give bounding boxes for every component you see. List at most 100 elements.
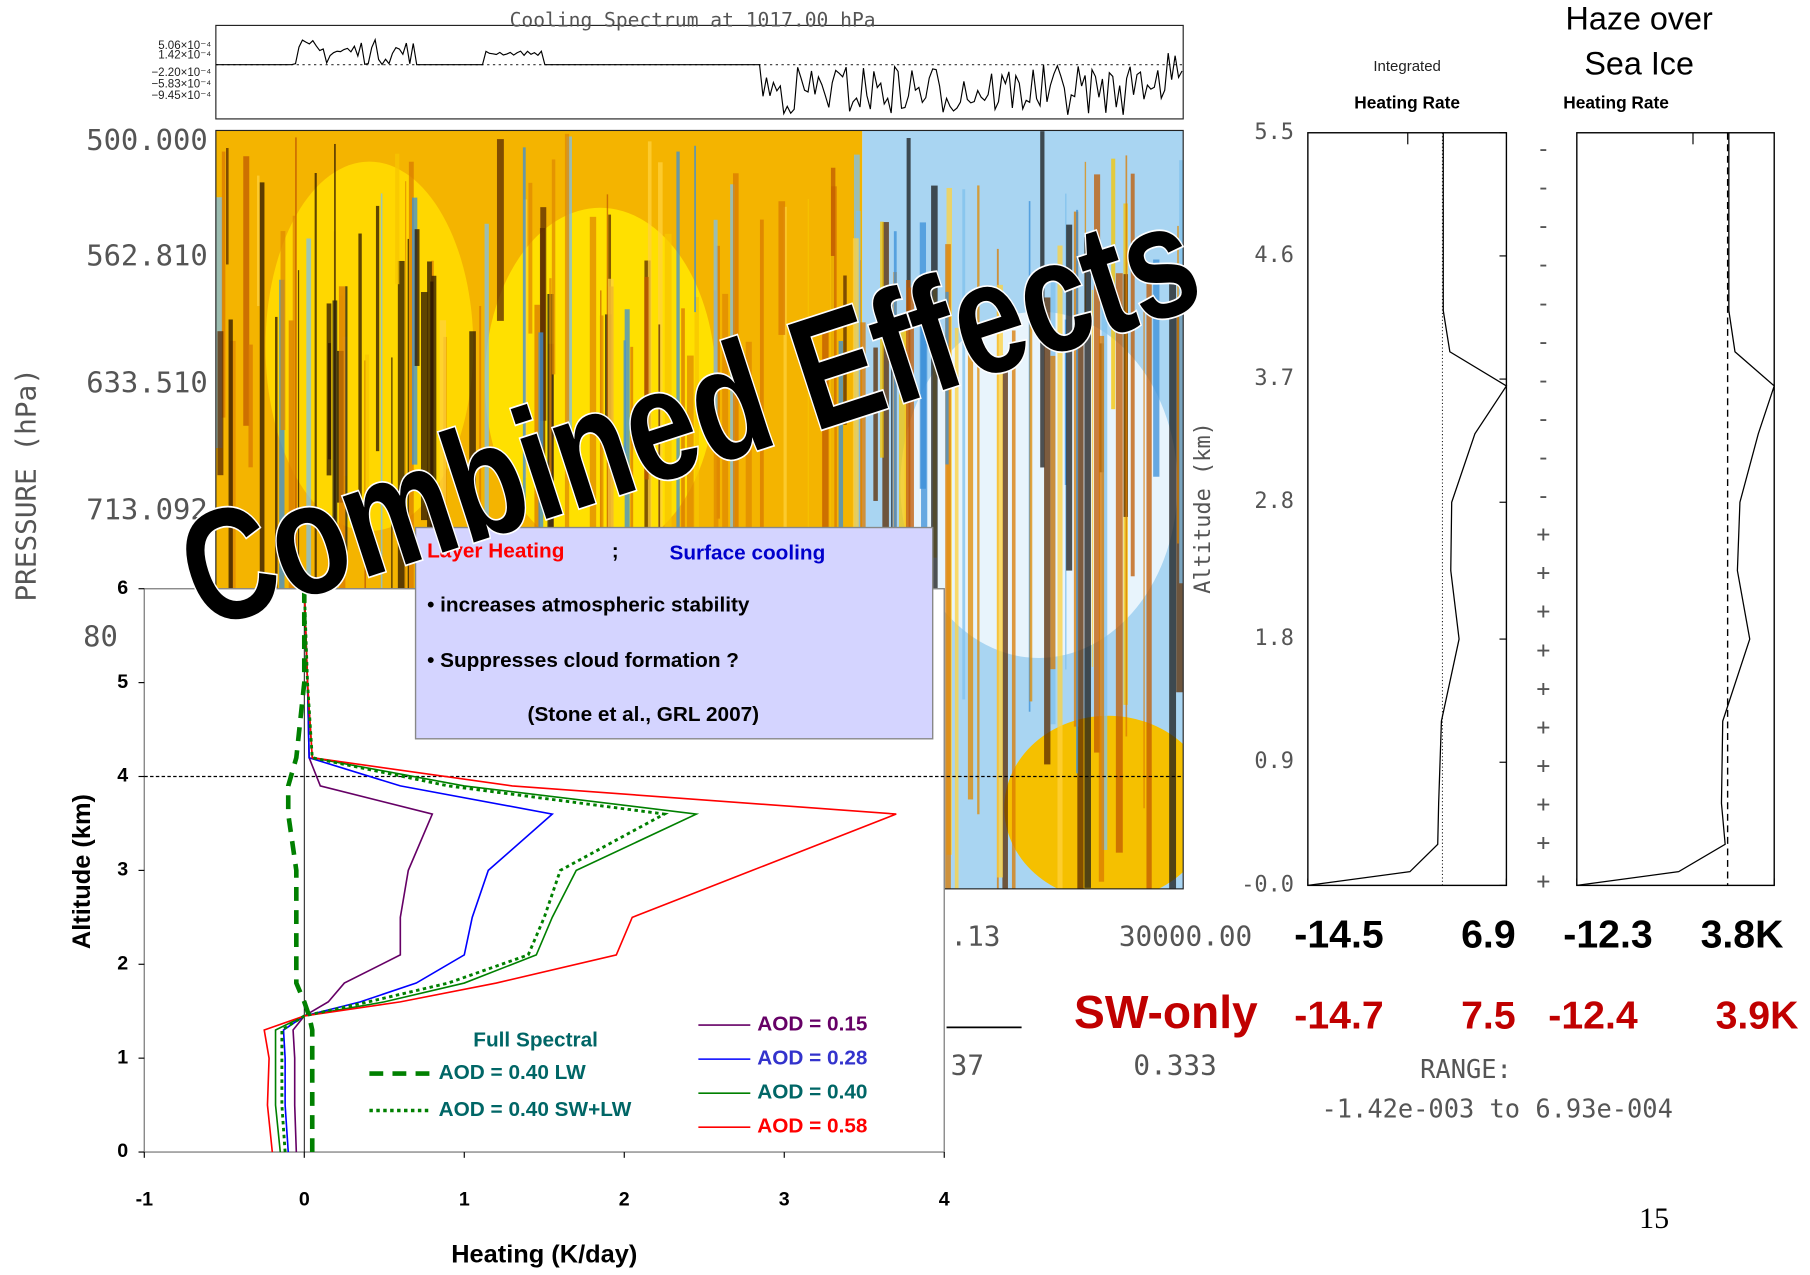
x-tick-label: 0 bbox=[299, 1189, 310, 1211]
sign-marker: - bbox=[1536, 291, 1550, 317]
spectrum-stripe bbox=[217, 331, 223, 475]
y-axis-label: Altitude (km) bbox=[68, 794, 96, 949]
sw-only-value: 7.5 bbox=[1461, 994, 1516, 1038]
sign-marker: - bbox=[1536, 214, 1550, 240]
x-tick-label: -1 bbox=[136, 1189, 154, 1211]
chart-title: Integrated bbox=[1373, 58, 1441, 75]
sign-marker: - bbox=[1536, 406, 1550, 432]
legend-label: AOD = 0.28 bbox=[757, 1047, 867, 1070]
legend-title: Full Spectral bbox=[473, 1029, 598, 1052]
sign-marker: - bbox=[1536, 445, 1550, 471]
plot-frame bbox=[1308, 133, 1507, 886]
y-tick-label: 3 bbox=[117, 859, 128, 881]
sw-only-value: 3.9K bbox=[1716, 994, 1799, 1038]
y-tick-label: 5 bbox=[117, 671, 128, 693]
spectrum-stripe bbox=[395, 154, 399, 284]
plot-frame bbox=[1577, 133, 1774, 886]
sign-marker: + bbox=[1536, 792, 1550, 818]
x-range-label: 6.9 bbox=[1461, 913, 1516, 957]
sign-marker: + bbox=[1536, 753, 1550, 779]
legend-label: AOD = 0.40 LW bbox=[439, 1061, 587, 1084]
spectrum-blob bbox=[1004, 716, 1212, 901]
x-tick-label: 2 bbox=[619, 1189, 630, 1211]
spectrum-stripe bbox=[1099, 336, 1104, 882]
sign-marker: + bbox=[1536, 599, 1550, 625]
range-text: -1.42e-003 to 6.93e-004 bbox=[1321, 1093, 1672, 1123]
spectrum-stripe bbox=[528, 183, 532, 334]
y-tick-label: -0.0 bbox=[1241, 872, 1294, 897]
x-axis-label: Heating (K/day) bbox=[451, 1241, 637, 1269]
x-range-label: -14.5 bbox=[1294, 913, 1383, 957]
spectrum-stripe bbox=[1146, 270, 1151, 902]
spectrum-stripe bbox=[497, 139, 504, 321]
spectrum-stripe bbox=[248, 345, 252, 468]
sign-marker: - bbox=[1536, 252, 1550, 278]
spectrum-x-label: 0.333 bbox=[1133, 1049, 1216, 1082]
sign-marker: + bbox=[1536, 561, 1550, 587]
callout-separator: ; bbox=[612, 539, 619, 562]
y-tick-label: 4.6 bbox=[1254, 243, 1294, 268]
mini-tick-label: −9.45×10⁻⁴ bbox=[151, 90, 211, 102]
pressure-tick-label: 562.810 bbox=[86, 238, 208, 272]
sw-only-value: -12.4 bbox=[1548, 994, 1638, 1038]
spectrum-stripe bbox=[281, 231, 286, 430]
range-label: RANGE: bbox=[1420, 1054, 1512, 1084]
sign-marker: + bbox=[1536, 869, 1550, 895]
spectrum-stripe bbox=[376, 206, 379, 451]
spectrum-stripe bbox=[226, 148, 229, 264]
spectrum-stripe bbox=[1002, 354, 1008, 914]
pressure-tick-label: 633.510 bbox=[86, 365, 208, 399]
legend-label: AOD = 0.40 bbox=[757, 1081, 867, 1104]
spectrum-x-label: 37 bbox=[951, 1049, 984, 1082]
sign-marker: + bbox=[1536, 676, 1550, 702]
spectrum-title: Cooling Spectrum at 1017.00 hPa bbox=[510, 8, 876, 31]
callout-citation: (Stone et al., GRL 2007) bbox=[528, 703, 760, 726]
spectrum-stripe bbox=[1012, 330, 1016, 954]
chart-subtitle: Heating Rate bbox=[1354, 92, 1460, 112]
pressure-tick-label: 500.000 bbox=[86, 123, 208, 157]
chart-title: Haze over bbox=[1566, 0, 1714, 36]
spectrum-stripe bbox=[694, 146, 696, 312]
sw-only-label: SW-only bbox=[1074, 986, 1258, 1038]
sign-marker: - bbox=[1536, 137, 1550, 163]
spectrum-stripe bbox=[243, 156, 249, 426]
y-tick-label: 0 bbox=[117, 1140, 128, 1162]
x-tick-label: 3 bbox=[779, 1189, 790, 1211]
sign-marker: + bbox=[1536, 715, 1550, 741]
spectrum-stripe bbox=[552, 159, 555, 374]
callout-bullet: • increases atmospheric stability bbox=[427, 594, 750, 617]
y-tick-label: 1.8 bbox=[1254, 626, 1294, 651]
sw-only-value: -14.7 bbox=[1294, 994, 1383, 1038]
sign-marker: - bbox=[1536, 484, 1550, 510]
pressure-tick-label: 80 bbox=[83, 619, 118, 653]
legend-label: AOD = 0.40 SW+LW bbox=[439, 1098, 632, 1121]
page: Cooling Spectrum at 1017.00 hPa5.06×10⁻⁴… bbox=[0, 0, 1810, 1275]
chart-title: Sea Ice bbox=[1584, 45, 1694, 81]
spectrum-stripe bbox=[1077, 340, 1083, 945]
y-tick-label: 0.9 bbox=[1254, 749, 1294, 774]
spectrum-stripe bbox=[1051, 356, 1056, 669]
y-tick-label: 5.5 bbox=[1254, 120, 1294, 145]
legend-label: AOD = 0.58 bbox=[757, 1115, 867, 1138]
spectrum-x-label: .13 bbox=[950, 919, 1000, 952]
mini-tick-label: −2.20×10⁻⁴ bbox=[151, 67, 211, 79]
y-axis-label: Altitude (km) bbox=[1191, 422, 1216, 594]
y-tick-label: 3.7 bbox=[1254, 366, 1294, 391]
x-tick-label: 4 bbox=[939, 1189, 950, 1211]
sign-marker: - bbox=[1536, 175, 1550, 201]
y-tick-label: 1 bbox=[117, 1046, 128, 1068]
spectrum-x-label: 30000.00 bbox=[1119, 919, 1252, 952]
y-tick-label: 2.8 bbox=[1254, 489, 1294, 514]
mini-spectrum-frame bbox=[216, 25, 1183, 119]
spectrum-stripe bbox=[415, 229, 420, 366]
slide-number: 15 bbox=[1639, 1202, 1669, 1235]
sign-marker: + bbox=[1536, 522, 1550, 548]
spectrum-stripe bbox=[257, 176, 259, 306]
y-tick-label: 4 bbox=[117, 765, 128, 787]
mini-tick-label: 1.42×10⁻⁴ bbox=[158, 49, 211, 61]
spectrum-stripe bbox=[1169, 276, 1176, 952]
sign-marker: - bbox=[1536, 329, 1550, 355]
callout-bullet: • Suppresses cloud formation ? bbox=[427, 649, 739, 672]
sign-marker: - bbox=[1536, 368, 1550, 394]
sign-marker: + bbox=[1536, 831, 1550, 857]
